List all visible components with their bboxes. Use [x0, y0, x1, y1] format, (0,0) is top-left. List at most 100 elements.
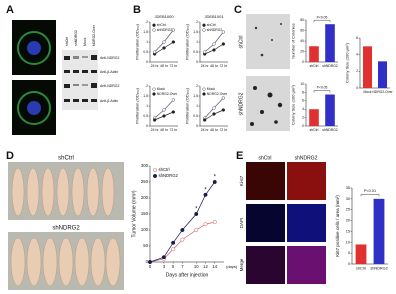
annotation: *	[204, 187, 207, 193]
legend-label: shCtrl	[157, 23, 166, 27]
y-axis-label: Number of Colonies	[290, 23, 295, 58]
column-label: shNDRG2	[295, 155, 318, 161]
colonies	[250, 86, 283, 126]
point	[171, 110, 175, 114]
bar	[325, 24, 335, 62]
blot-row: Anti-NDRG2	[100, 56, 120, 60]
x-tick-label: 24 hr	[201, 128, 210, 132]
blot-column: shNDRG2	[74, 30, 78, 46]
y-tick-label: 60	[300, 28, 304, 32]
y-axis-label: Colony Size (100 μm²)	[290, 84, 295, 125]
point	[162, 114, 166, 118]
y-tick-label: 0	[146, 60, 148, 64]
y-tick-label: 0	[146, 124, 148, 128]
y-tick-label: 2	[196, 20, 198, 24]
annotation: *	[195, 207, 198, 213]
point	[171, 40, 175, 44]
y-tick-label: 1	[146, 104, 148, 108]
x-tick-label: shCtrl	[310, 128, 319, 132]
x-tick-label: 7	[181, 264, 184, 269]
y-axis-label: Colony Size (100 μm²)	[344, 42, 349, 83]
legend-marker	[202, 23, 206, 27]
x-tick-label: 72 hr	[169, 128, 178, 132]
nucleus	[27, 101, 41, 115]
y-tick-label: 0	[146, 259, 149, 264]
x-tick-label: 72 hr	[169, 64, 178, 68]
y-axis-label: Tumor Volume (mm³)	[131, 190, 137, 237]
y-tick-label: 40	[300, 39, 304, 43]
point	[221, 96, 225, 100]
cell-outline	[17, 31, 51, 65]
y-tick-label: 10	[300, 82, 304, 86]
annotation: *	[214, 175, 217, 181]
point	[162, 46, 166, 50]
bracket	[313, 20, 331, 23]
y-tick-label: 20	[346, 219, 350, 223]
legend-marker	[202, 28, 206, 32]
point	[171, 28, 175, 32]
point	[153, 118, 157, 122]
group-label: shCtrl	[58, 156, 74, 162]
x-tick-label: 24 hr	[201, 64, 210, 68]
y-tick-label: 8	[302, 90, 304, 94]
x-tick-label: 24 hr	[151, 128, 160, 132]
legend-marker	[153, 168, 157, 172]
x-tick-label: 72 hr	[219, 128, 228, 132]
colony-image	[246, 76, 290, 131]
point	[212, 220, 217, 224]
bar	[309, 109, 319, 126]
y-tick-label: 1.5	[143, 30, 148, 34]
x-tick-label: shNDRG2	[370, 267, 387, 271]
point	[161, 255, 166, 260]
legend-marker	[202, 92, 206, 96]
x-tick-label: shNDRG2	[322, 64, 338, 68]
y-tick-label: 2	[146, 20, 148, 24]
point	[203, 222, 208, 227]
bar	[325, 94, 335, 126]
y-tick-label: 0	[196, 124, 198, 128]
bands	[64, 55, 97, 102]
bracket	[360, 194, 380, 197]
y-tick-label: 20	[300, 49, 304, 53]
bar	[378, 61, 387, 88]
annotation: P<0.05	[317, 86, 328, 90]
row-label: Merge	[239, 258, 244, 271]
legend-marker	[152, 92, 156, 96]
point	[180, 237, 185, 242]
panel-label: B	[133, 4, 141, 16]
y-axis-label: Proliferation (OD₄₅₀)	[134, 87, 139, 124]
blot-column: NDRG2-Over	[92, 24, 96, 46]
y-tick-label: 4	[302, 107, 304, 111]
legend-marker	[152, 23, 156, 27]
y-tick-label: 1.5	[143, 94, 148, 98]
legend-marker	[153, 174, 157, 178]
point	[148, 260, 152, 264]
point	[203, 118, 207, 122]
y-tick-label: 0	[348, 262, 350, 266]
legend-marker	[202, 87, 206, 91]
x-tick-label: 48 hr	[160, 128, 169, 132]
y-axis-label: Proliferation (OD₄₅₀)	[184, 23, 189, 60]
blot-row: Anti-β-Actin	[100, 70, 118, 74]
y-tick-label: 2	[302, 115, 304, 119]
legend-marker	[152, 28, 156, 32]
point	[162, 40, 166, 44]
point	[212, 180, 217, 184]
x-tick-label: NDRG2-Over	[372, 90, 393, 94]
point	[153, 50, 157, 54]
x-tick-label: 3	[163, 264, 166, 269]
bar	[363, 46, 372, 88]
x-tick-label: 48 hr	[210, 64, 219, 68]
legend-label: NDRG2-Over	[157, 92, 178, 96]
x-tick-label: 5	[172, 264, 175, 269]
x-unit: (days)	[226, 264, 238, 269]
legend-label: Mock	[207, 87, 215, 91]
y-tick-label: 15	[346, 229, 350, 233]
y-tick-label: 300	[141, 163, 149, 168]
y-axis-label: Ki67 positive cells / area (mm²)	[335, 195, 340, 257]
y-tick-label: 25	[346, 208, 350, 212]
point	[221, 30, 225, 34]
point	[203, 50, 207, 54]
